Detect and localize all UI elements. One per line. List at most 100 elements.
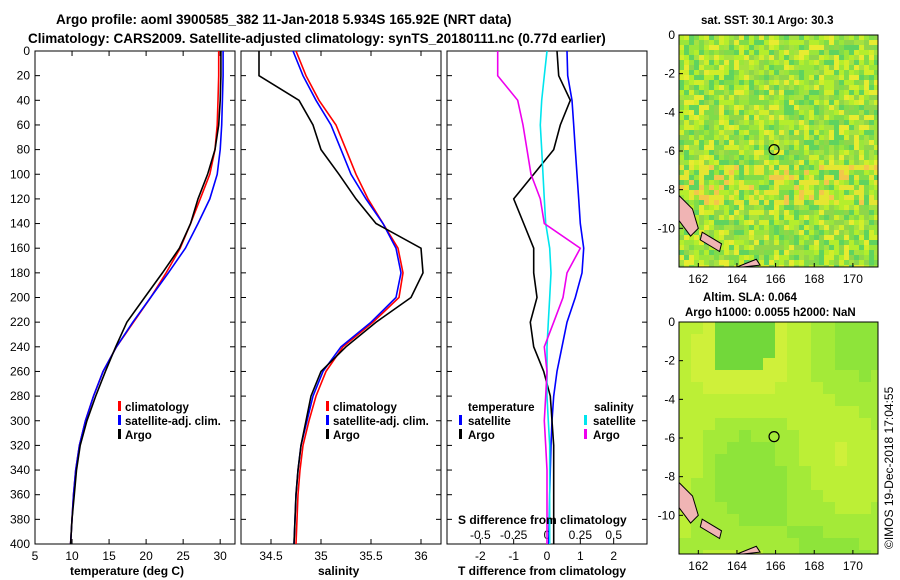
map-cell [749, 240, 754, 245]
map-cell [849, 225, 854, 230]
map-cell [774, 95, 779, 100]
map-cell [804, 60, 809, 65]
map-cell [809, 85, 814, 90]
map-cell [714, 120, 719, 125]
map-cell [724, 45, 729, 50]
map-cell [824, 195, 829, 200]
map-cell [704, 250, 709, 255]
map-cell [849, 150, 854, 155]
map-cell [729, 35, 734, 40]
map-cell [739, 346, 751, 358]
map-cell [751, 322, 763, 334]
map-cell [789, 165, 794, 170]
map-cell [804, 250, 809, 255]
map-cell [719, 130, 724, 135]
map-cell [704, 245, 709, 250]
map-cell [739, 210, 744, 215]
map-cell [864, 130, 869, 135]
sla-map-title: Altim. SLA: 0.064 [703, 292, 798, 304]
map-cell [704, 80, 709, 85]
map-cell [799, 130, 804, 135]
map-cell [804, 65, 809, 70]
map-cell [849, 235, 854, 240]
map-cell [809, 235, 814, 240]
x-tick-label: 168 [804, 272, 824, 286]
map-cell [794, 210, 799, 215]
map-cell [715, 394, 727, 406]
map-cell [724, 85, 729, 90]
map-cell [787, 382, 799, 394]
map-cell [799, 394, 811, 406]
map-cell [734, 155, 739, 160]
map-cell [715, 418, 727, 430]
map-cell [829, 50, 834, 55]
map-cell [684, 155, 689, 160]
map-cell [864, 200, 869, 205]
map-cell [729, 60, 734, 65]
map-cell [779, 215, 784, 220]
map-cell [699, 260, 704, 265]
map-cell [849, 190, 854, 195]
map-cell [694, 250, 699, 255]
map-cell [689, 195, 694, 200]
map-cell [864, 80, 869, 85]
legend-s-argo-swatch [584, 429, 587, 439]
map-cell [724, 175, 729, 180]
map-cell [709, 140, 714, 145]
map-cell [689, 90, 694, 95]
map-cell [764, 125, 769, 130]
map-cell [814, 105, 819, 110]
map-cell [724, 160, 729, 165]
map-cell [804, 125, 809, 130]
map-cell [759, 95, 764, 100]
map-cell [719, 50, 724, 55]
map-cell [849, 200, 854, 205]
map-cell [849, 130, 854, 135]
map-cell [709, 100, 714, 105]
x-tick-label: 5 [32, 549, 39, 563]
map-cell [787, 346, 799, 358]
series-argo [258, 51, 424, 544]
map-cell [789, 235, 794, 240]
map-cell [847, 514, 859, 526]
map-cell [699, 195, 704, 200]
map-cell [804, 185, 809, 190]
map-cell [744, 140, 749, 145]
map-cell [814, 40, 819, 45]
map-cell [719, 250, 724, 255]
map-cell [679, 50, 684, 55]
map-cell [691, 382, 703, 394]
map-cell [814, 60, 819, 65]
map-cell [799, 70, 804, 75]
map-cell [799, 200, 804, 205]
map-cell [799, 250, 804, 255]
map-cell [764, 105, 769, 110]
map-cell [834, 105, 839, 110]
y-tick-label: 100 [10, 167, 30, 181]
map-cell [809, 150, 814, 155]
map-cell [809, 65, 814, 70]
map-cell [709, 150, 714, 155]
map-cell [734, 100, 739, 105]
map-cell [739, 454, 751, 466]
map-cell [715, 442, 727, 454]
map-cell [704, 50, 709, 55]
imos-watermark: ©IMOS 19-Dec-2018 17:04:55 [882, 386, 896, 549]
map-cell [814, 265, 819, 267]
map-cell [691, 430, 703, 442]
map-cell [724, 205, 729, 210]
map-cell [799, 255, 804, 260]
map-cell [689, 105, 694, 110]
map-cell [787, 454, 799, 466]
map-cell [819, 195, 824, 200]
map-cell [859, 85, 864, 90]
map-cell [759, 245, 764, 250]
map-cell [749, 245, 754, 250]
map-cell [869, 40, 874, 45]
map-cell [724, 135, 729, 140]
map-cell [819, 255, 824, 260]
map-cell [724, 155, 729, 160]
map-cell [775, 550, 787, 554]
map-cell [714, 130, 719, 135]
map-cell [824, 130, 829, 135]
